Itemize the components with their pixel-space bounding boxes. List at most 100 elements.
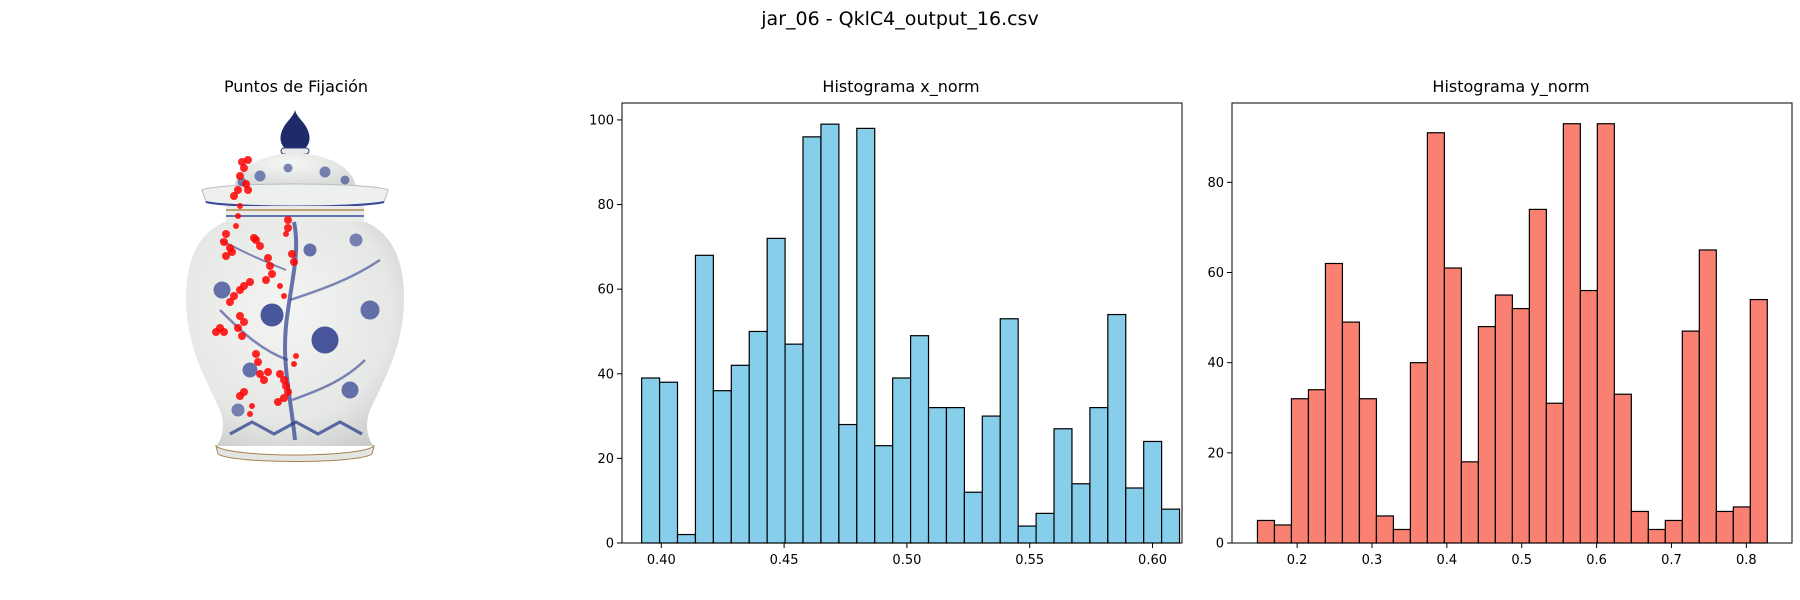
histogram-bar: [1681, 330, 1700, 544]
x-tick-label: 0.40: [647, 553, 676, 568]
fixation-points: [212, 156, 299, 417]
histogram-bar: [1647, 528, 1666, 544]
histogram-bar: [963, 491, 983, 544]
image-panel-title: Puntos de Fijación: [223, 77, 369, 96]
x-tick-label: 0.8: [1736, 553, 1757, 568]
histogram-bar: [1732, 506, 1751, 544]
histogram-bar: [802, 136, 822, 544]
histogram-bar: [1562, 123, 1581, 544]
histogram-bar: [1460, 461, 1479, 544]
histogram-bar: [1630, 510, 1649, 544]
histogram-bar: [766, 237, 786, 544]
jar-finial: [280, 110, 310, 150]
histogram-bar: [1545, 402, 1564, 544]
y-tick-label: 20: [597, 452, 614, 467]
x-tick-label: 0.5: [1511, 553, 1532, 568]
jar-neck: [226, 206, 364, 222]
x-tick-label: 0.45: [770, 553, 799, 568]
histogram-bar: [874, 445, 894, 544]
y-tick-label: 80: [597, 198, 614, 213]
histogram-bar: [1017, 525, 1037, 544]
x-tick-label: 0.50: [892, 553, 921, 568]
histogram-bar: [1715, 510, 1734, 544]
histogram-bar: [1143, 440, 1163, 544]
axes-frame: [1231, 102, 1793, 544]
histogram-bar: [927, 407, 948, 544]
histogram-bar: [1256, 519, 1276, 544]
y-tick-label: 40: [597, 367, 614, 382]
histogram-bar: [999, 318, 1019, 544]
axes-frame: [621, 102, 1183, 544]
histogram-bar: [1426, 132, 1445, 544]
histogram-bar: [1443, 267, 1462, 544]
histogram-bar: [1035, 512, 1055, 544]
y-tick-label: 100: [589, 113, 614, 128]
x-tick-label: 0.2: [1287, 553, 1308, 568]
histogram-bar: [1341, 321, 1361, 544]
y-tick-label: 60: [597, 283, 614, 298]
histogram-bar: [1528, 208, 1547, 544]
jar-image: [186, 110, 404, 462]
y-tick-label: 0: [1216, 537, 1224, 552]
x-tick-label: 0.7: [1661, 553, 1682, 568]
histogram-bar: [712, 390, 732, 544]
histogram-bar: [1053, 428, 1073, 544]
x-tick-label: 0.6: [1586, 553, 1607, 568]
histogram-y-title: Histograma y_norm: [1432, 77, 1590, 96]
histogram-bar: [1579, 289, 1598, 544]
jar-floral-decoration: [213, 163, 381, 441]
histogram-bar: [748, 330, 768, 544]
histogram-bar: [676, 533, 697, 544]
histogram-x-title: Histograma x_norm: [822, 77, 980, 96]
jar-lid-rim: [201, 183, 389, 207]
x-tick-label: 0.3: [1362, 553, 1383, 568]
histogram-bar: [694, 254, 714, 544]
histogram-bar: [1358, 398, 1378, 544]
histogram-bar: [1290, 398, 1310, 544]
histogram-bar: [1375, 515, 1395, 544]
histogram-bar: [1698, 249, 1717, 544]
histogram-bar: [909, 335, 930, 544]
histogram-bar: [1125, 487, 1145, 544]
histogram-bar: [1477, 326, 1496, 544]
histogram-bar: [1307, 389, 1327, 544]
histogram-bar: [641, 377, 661, 544]
y-tick-label: 80: [1207, 176, 1224, 191]
jar-lid: [234, 153, 356, 188]
histogram-bar: [856, 127, 876, 544]
histogram-bar: [820, 123, 840, 544]
histogram-bar: [1613, 393, 1632, 544]
histogram-x-norm: 0.40 0.45 0.50 0.55 0.60 0 20 40 60 80 100: [589, 102, 1183, 568]
histogram-bar: [838, 423, 858, 544]
figure-suptitle: jar_06 - QklC4_output_16.csv: [761, 8, 1039, 30]
histogram-bar: [1107, 313, 1127, 544]
histogram-bar: [1409, 362, 1429, 544]
y-tick-label: 20: [1207, 446, 1224, 461]
x-tick-label: 0.55: [1015, 553, 1044, 568]
histogram-bar: [1494, 294, 1513, 544]
histogram-bar: [1596, 123, 1615, 544]
histogram-bar: [1511, 307, 1530, 544]
histogram-bar: [1749, 298, 1768, 544]
histogram-bar: [1161, 508, 1181, 544]
histogram-bar: [981, 415, 1001, 544]
x-tick-label: 0.4: [1437, 553, 1458, 568]
histogram-bar: [1273, 524, 1293, 544]
histogram-bar: [730, 364, 750, 544]
histogram-bar: [1324, 262, 1344, 544]
y-tick-label: 0: [606, 537, 614, 552]
histogram-y-norm: 0.2 0.3 0.4 0.5 0.6 0.7 0.8 0 20 40 60 80: [1207, 102, 1793, 568]
histogram-bar: [1392, 528, 1412, 544]
histogram-bar: [945, 407, 965, 544]
histogram-bar: [658, 381, 679, 544]
histogram-bar: [1089, 407, 1109, 544]
y-tick-label: 60: [1207, 266, 1224, 281]
histogram-bar: [892, 377, 912, 544]
histogram-bar: [1664, 519, 1683, 544]
histogram-bar: [1071, 483, 1091, 544]
y-tick-label: 40: [1207, 356, 1224, 371]
histogram-bar: [784, 343, 804, 544]
jar-base: [215, 444, 375, 462]
x-tick-label: 0.60: [1138, 553, 1167, 568]
